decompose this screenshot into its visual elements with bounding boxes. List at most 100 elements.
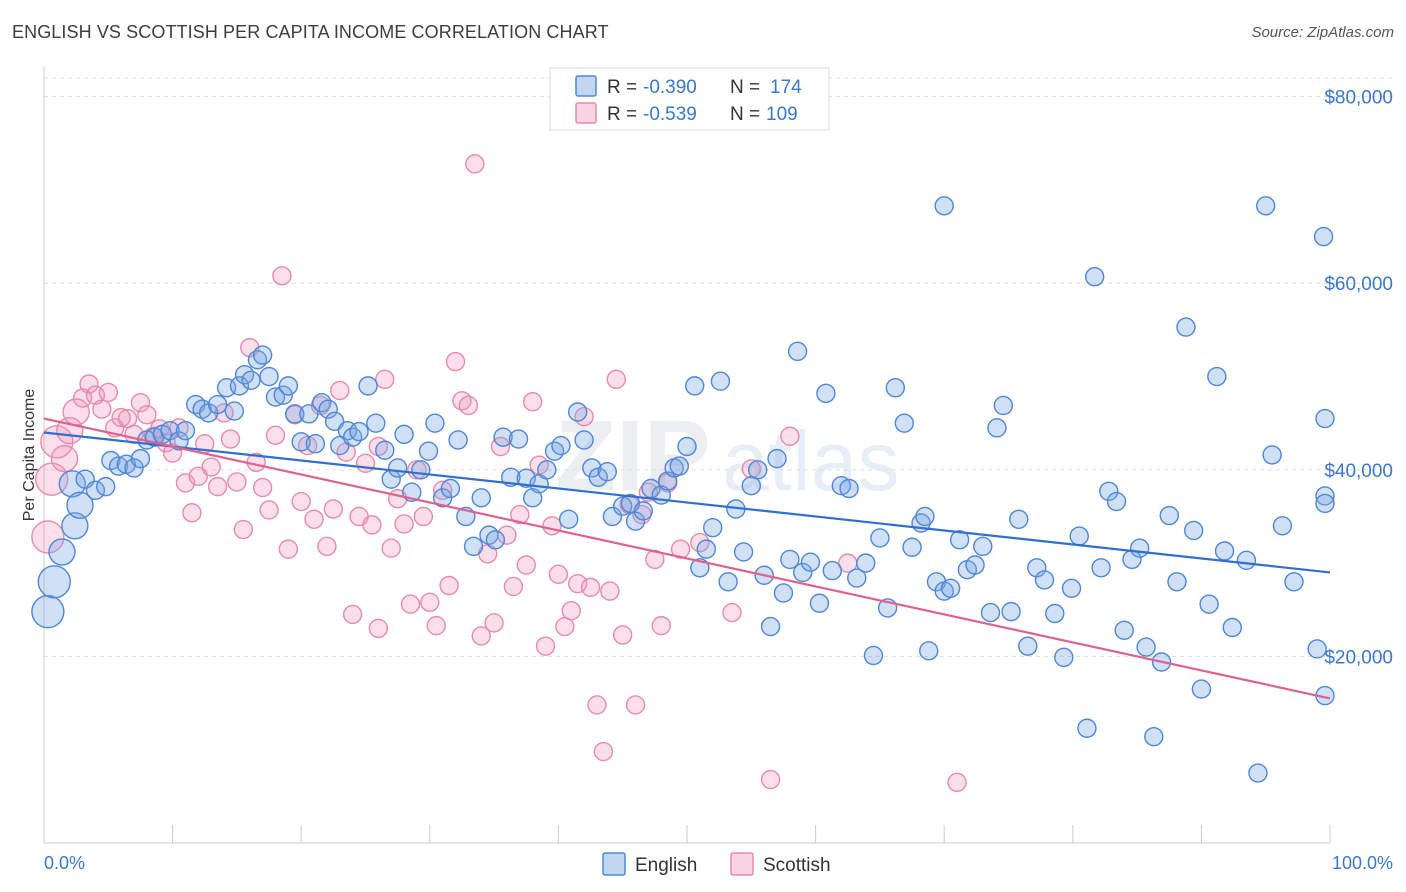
english-point [1255,196,1276,216]
english-point [1222,617,1242,638]
english-point [902,537,922,557]
scottish-point [394,514,414,534]
english-point [1315,408,1335,429]
english-point [394,424,414,445]
english-point [1099,481,1119,501]
bottom-legend-scottish-swatch [730,852,754,876]
scottish-point [510,504,530,525]
english-point [66,491,94,519]
scottish-point [201,457,221,477]
english-point [425,413,445,433]
scottish-point [561,601,581,621]
legend-english-r-value: -0.390 [643,77,697,98]
scottish-point [722,602,742,623]
chart-source: Source: ZipAtlas.com [1251,24,1394,41]
english-point [229,376,250,396]
scottish-point [548,564,569,585]
scottish-point [780,426,800,446]
english-point [809,593,830,613]
english-point [915,506,935,527]
english-point [1272,516,1293,536]
english-point [733,542,754,562]
english-point [885,378,906,398]
scottish-point [400,594,421,614]
scottish-point [465,154,485,174]
legend-english-n-value: 174 [770,77,802,98]
scottish-point [56,416,84,445]
scottish-point [207,476,228,497]
english-point [787,341,808,362]
scottish-point [31,520,65,554]
english-point [1144,726,1164,747]
scottish-point [272,266,292,286]
scottish-point [445,351,466,372]
bottom-legend-english-label: English [635,855,697,876]
scottish-point [613,625,633,645]
english-point [669,456,689,476]
english-point [48,538,76,566]
english-point [1191,679,1212,699]
chart-title: ENGLISH VS SCOTTISH PER CAPITA INCOME CO… [12,22,609,42]
english-point [1236,550,1257,571]
english-point [37,565,71,599]
scottish-point [542,516,562,536]
english-point [551,435,571,456]
english-point [1054,647,1074,668]
english-point [285,404,305,424]
english-point [980,602,1001,623]
english-point [1136,637,1156,657]
english-point [58,470,86,498]
scottish-point [606,369,626,390]
english-point [773,583,794,603]
scottish-point [760,769,781,790]
english-point [375,440,395,460]
scottish-point [317,536,337,557]
english-point [1307,639,1327,659]
scottish-point [471,626,491,646]
english-point [1176,317,1196,337]
scottish-point [111,407,131,428]
scottish-point [330,380,350,401]
watermark-zip: ZIP [555,400,711,512]
english-point [207,394,228,415]
english-point [418,441,439,461]
english-point [1045,603,1065,624]
scottish-point [291,491,311,512]
english-point [973,536,993,557]
english-point [31,594,65,629]
scottish-point [587,695,607,715]
english-point [1009,509,1029,529]
legend-scottish-n-label: N = [730,104,760,125]
english-point [175,420,196,441]
scottish-point [625,695,646,715]
english-point [108,456,129,476]
english-point [1018,636,1038,656]
scottish-point [304,509,324,529]
english-point [471,488,491,508]
scottish-point [252,477,273,498]
english-point [1114,620,1134,640]
english-point [793,562,813,583]
english-point [387,458,408,478]
english-point [508,429,529,449]
scottish-point [342,604,363,625]
scottish-point [503,576,524,597]
english-point [305,434,326,454]
english-point [1061,578,1082,599]
scottish-point [323,499,344,519]
scottish-point [259,500,279,520]
english-point [822,560,843,581]
english-point [1262,445,1282,465]
scottish-point [368,618,389,639]
english-point [1183,520,1204,541]
english-point [748,460,768,480]
english-point [567,402,588,422]
english-point [1313,226,1334,247]
scottish-trend-line [43,417,1331,700]
english-point [703,517,723,538]
english-point [919,641,939,661]
english-point [130,448,151,469]
english-point [760,616,781,637]
scottish-point [278,539,299,559]
scottish-point [420,592,440,613]
